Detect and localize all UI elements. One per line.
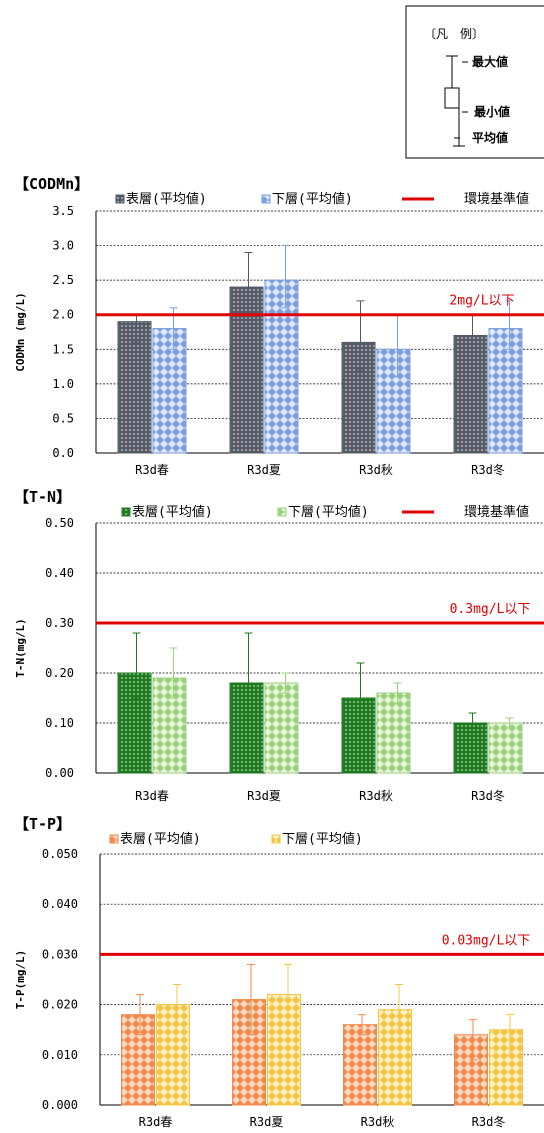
legend-label: 下層(平均値) xyxy=(272,191,353,207)
y-tick-label: 3.0 xyxy=(52,239,74,253)
bar-bottom xyxy=(376,692,411,774)
chart-3: 【T-P】 T-P(mg/L) 0.000 0.010 0.020 0.030 0.040 0… xyxy=(14,815,544,1129)
chart-title: 【T-N】 xyxy=(14,488,71,506)
bar-bottom xyxy=(378,1009,412,1106)
y-tick-label: 0.000 xyxy=(42,1098,78,1112)
x-tick-label: R3d春 xyxy=(139,1115,173,1129)
bar-surface xyxy=(229,682,264,774)
x-tick-label: R3d冬 xyxy=(471,462,505,477)
legend-key-box: 〔凡 例〕 最大値 最小値 平均値 xyxy=(405,5,544,159)
bar-surface xyxy=(453,334,488,454)
legend-swatch xyxy=(121,507,131,517)
bar-bottom xyxy=(152,328,187,454)
legend-swatch xyxy=(261,194,271,204)
legend-swatch xyxy=(271,834,281,844)
x-tick-label: R3d夏 xyxy=(247,789,281,803)
standard-label: 0.03mg/L以下 xyxy=(442,933,531,948)
bar-bottom xyxy=(376,348,411,454)
bar-bottom xyxy=(488,328,523,454)
y-tick-label: 0.5 xyxy=(52,411,74,425)
y-tick-label: 2.5 xyxy=(52,273,74,287)
legend-label: 表層(平均値) xyxy=(132,504,213,520)
bar-bottom xyxy=(264,682,299,774)
y-tick-label: 0.030 xyxy=(42,947,78,961)
bar-surface xyxy=(341,341,376,454)
y-tick-label: 0.30 xyxy=(45,616,74,630)
bar-bottom xyxy=(264,279,299,454)
bar-surface xyxy=(229,286,264,454)
bar-bottom xyxy=(156,1004,190,1106)
y-tick-label: 0.00 xyxy=(45,766,74,780)
x-tick-label: R3d春 xyxy=(135,463,169,477)
x-tick-label: R3d夏 xyxy=(250,1115,284,1129)
legend-label: 下層(平均値) xyxy=(288,504,369,520)
bar-surface xyxy=(453,722,488,774)
bar-surface xyxy=(341,697,376,774)
x-tick-label: R3d秋 xyxy=(359,463,393,477)
y-tick-label: 0.40 xyxy=(45,566,74,580)
x-tick-label: R3d秋 xyxy=(361,1115,395,1129)
chart-legend: 表層(平均値) 下層(平均値) 環境基準値 xyxy=(121,504,529,520)
bar-bottom xyxy=(489,1029,523,1106)
legend-key-max-label: 最大値 xyxy=(472,54,508,69)
legend-standard-label: 環境基準値 xyxy=(464,504,529,520)
x-tick-label: R3d秋 xyxy=(359,789,393,803)
bar-surface xyxy=(454,1034,488,1106)
y-tick-label: 0.20 xyxy=(45,666,74,680)
y-tick-label: 0.040 xyxy=(42,897,78,911)
x-tick-label: R3d春 xyxy=(135,789,169,803)
legend-key-bar xyxy=(444,87,460,109)
bar-bottom xyxy=(267,994,301,1106)
y-axis-label: T-P(mg/L) xyxy=(14,950,27,1010)
y-tick-label: 0.020 xyxy=(42,998,78,1012)
bar-bottom xyxy=(488,722,523,774)
y-tick-label: 0.050 xyxy=(42,847,78,861)
chart-title: 【CODMn】 xyxy=(14,175,89,193)
y-axis-label: T-N(mg/L) xyxy=(14,618,27,678)
y-tick-label: 1.5 xyxy=(52,342,74,356)
y-tick-label: 0.010 xyxy=(42,1048,78,1062)
y-tick-label: 0.50 xyxy=(45,516,74,530)
legend-swatch xyxy=(115,194,125,204)
legend-key-min-label: 最小値 xyxy=(474,104,510,119)
bar-surface xyxy=(121,1014,155,1106)
bar-surface xyxy=(343,1024,377,1106)
bar-surface xyxy=(117,321,152,454)
y-tick-label: 2.0 xyxy=(52,308,74,322)
x-tick-label: R3d夏 xyxy=(247,463,281,477)
legend-label: 表層(平均値) xyxy=(120,831,201,847)
standard-label: 2mg/L以下 xyxy=(449,294,514,309)
legend-key-title: 〔凡 例〕 xyxy=(424,27,484,41)
charts: 【CODMn】 CODMn (mg/L) 0.0 0.5 1.0 1.5 2.0 2.5 3.0… xyxy=(14,175,544,1129)
legend-key-avg-label: 平均値 xyxy=(472,130,508,145)
bar-bottom xyxy=(152,677,187,774)
legend-key-frame xyxy=(405,5,544,159)
x-tick-label: R3d冬 xyxy=(472,1114,506,1129)
bar-surface xyxy=(232,999,266,1106)
legend-standard-label: 環境基準値 xyxy=(464,191,529,207)
bar-surface xyxy=(117,672,152,774)
legend-swatch xyxy=(277,507,287,517)
chart-title: 【T-P】 xyxy=(14,815,71,833)
chart-2: 【T-N】 T-N(mg/L) 0.00 0.10 0.20 0.30 0.40 0.50 R3… xyxy=(14,488,544,803)
chart-1: 【CODMn】 CODMn (mg/L) 0.0 0.5 1.0 1.5 2.0 2.5 3.0… xyxy=(14,175,544,477)
x-tick-label: R3d冬 xyxy=(471,788,505,803)
legend-label: 下層(平均値) xyxy=(282,831,363,847)
y-tick-label: 1.0 xyxy=(52,377,74,391)
y-tick-label: 0.0 xyxy=(52,446,74,460)
y-axis-label: CODMn (mg/L) xyxy=(14,292,27,371)
y-tick-label: 0.10 xyxy=(45,716,74,730)
y-tick-label: 3.5 xyxy=(52,204,74,218)
chart-legend: 表層(平均値) 下層(平均値) 環境基準値 xyxy=(115,191,529,207)
standard-label: 0.3mg/L以下 xyxy=(450,602,531,617)
legend-swatch xyxy=(109,834,119,844)
legend-label: 表層(平均値) xyxy=(126,191,207,207)
chart-legend: 表層(平均値) 下層(平均値) xyxy=(109,831,363,847)
